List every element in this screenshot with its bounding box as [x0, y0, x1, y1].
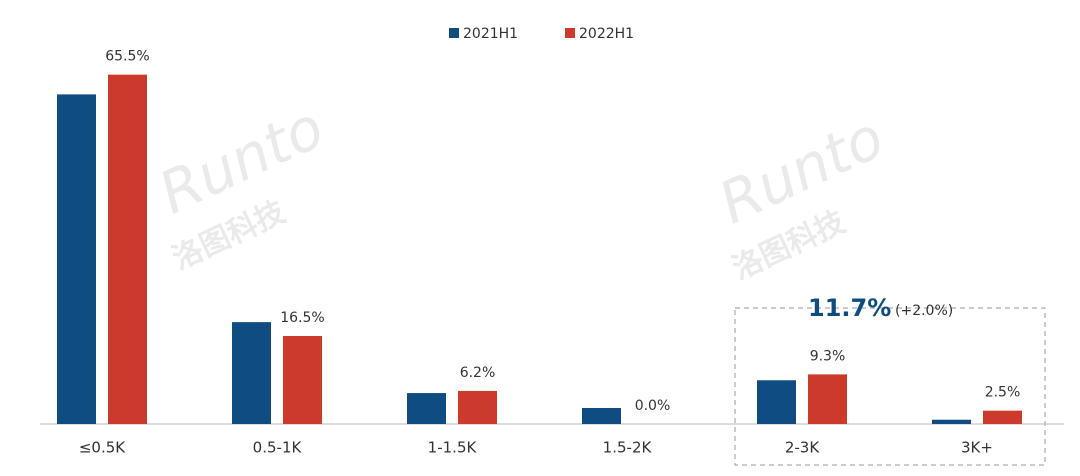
annotation-change: (+2.0%): [895, 303, 953, 319]
data-label: 16.5%: [280, 310, 324, 326]
annotation: 11.7%: [808, 294, 891, 322]
x-tick-label: 2-3K: [785, 439, 820, 457]
watermark-text: Runto: [149, 93, 334, 227]
legend-label: 2021H1: [463, 26, 518, 42]
bar: [458, 390, 497, 424]
data-label: 0.0%: [635, 398, 671, 414]
legend-swatch: [565, 28, 575, 38]
x-tick-label: 0.5-1K: [253, 439, 303, 457]
watermark: Runto 洛图科技 Runto 洛图科技: [149, 93, 894, 287]
bar: [582, 408, 621, 424]
bar: [808, 374, 847, 424]
bar: [932, 419, 971, 424]
bar: [232, 322, 271, 424]
x-tick-label: 1.5-2K: [603, 439, 653, 457]
legend-label: 2022H1: [579, 26, 634, 42]
x-tick-label: 1-1.5K: [428, 439, 478, 457]
highlight-box: [734, 307, 1046, 466]
bar: [407, 393, 446, 424]
bar: [757, 380, 796, 424]
bar: [108, 74, 147, 425]
data-label: 2.5%: [985, 385, 1021, 401]
bar: [283, 336, 322, 424]
data-label: 6.2%: [460, 365, 496, 381]
bar: [983, 410, 1022, 424]
data-label: 9.3%: [810, 348, 846, 364]
x-tick-label: 3K+: [961, 439, 993, 457]
bar: [57, 94, 96, 425]
legend-swatch: [449, 28, 459, 38]
data-label: 65.5%: [105, 49, 149, 65]
watermark-text: Runto: [709, 103, 894, 237]
x-tick-label: ≤0.5K: [79, 439, 126, 457]
